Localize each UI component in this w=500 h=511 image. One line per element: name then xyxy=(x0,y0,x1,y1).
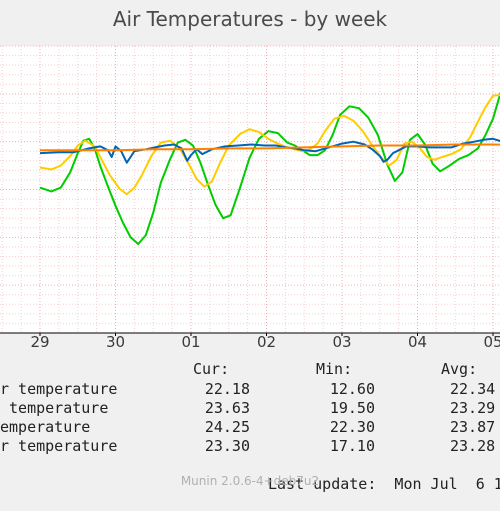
legend-row-avg: 23.28 xyxy=(450,437,496,455)
munin-version: Munin 2.0.6-4+deb7u2 xyxy=(180,474,320,488)
legend: Cur: Min: Avg: r temperature 22.18 12.60… xyxy=(0,360,500,500)
legend-row-label: r temperature xyxy=(0,437,118,455)
legend-row-label: temperature xyxy=(0,399,109,417)
legend-row: r temperature 22.18 12.60 22.34 xyxy=(0,380,500,400)
series-line xyxy=(39,137,500,164)
legend-header-avg: Avg: xyxy=(441,360,478,378)
x-tick-labels: 29 30 01 02 03 04 05 xyxy=(30,333,500,351)
legend-header-min: Min: xyxy=(316,360,353,378)
last-update: Last update: Mon Jul 6 1 xyxy=(0,457,500,511)
legend-row-label: emperature xyxy=(0,418,91,436)
legend-row-min: 22.30 xyxy=(329,418,375,436)
series-line xyxy=(40,143,500,152)
legend-header-cur: Cur: xyxy=(193,360,230,378)
x-tick-label: 29 xyxy=(30,333,49,351)
x-tick-label: 01 xyxy=(181,333,200,351)
x-tick-label: 30 xyxy=(106,333,125,351)
legend-row-min: 12.60 xyxy=(329,380,375,398)
legend-row-min: 19.50 xyxy=(329,399,375,417)
legend-row-label: r temperature xyxy=(0,380,118,398)
x-tick-label: 05 xyxy=(483,333,500,351)
legend-row-min: 17.10 xyxy=(329,437,375,455)
x-tick-label: 03 xyxy=(332,333,351,351)
legend-row-avg: 23.29 xyxy=(450,399,496,417)
legend-row-cur: 22.18 xyxy=(204,380,250,398)
grid xyxy=(0,45,500,334)
legend-row: r temperature 23.30 17.10 23.28 xyxy=(0,437,500,457)
x-tick-label: 04 xyxy=(408,333,427,351)
chart-title: Air Temperatures - by week xyxy=(112,7,388,31)
legend-row: emperature 24.25 22.30 23.87 xyxy=(0,418,500,438)
legend-row-cur: 23.30 xyxy=(204,437,250,455)
legend-row: temperature 23.63 19.50 23.29 xyxy=(0,399,500,419)
x-tick-label: 02 xyxy=(257,333,276,351)
last-update-text: Last update: Mon Jul 6 1 xyxy=(268,475,500,493)
legend-row-avg: 22.34 xyxy=(450,380,496,398)
series-lines xyxy=(39,91,500,245)
legend-row-avg: 23.87 xyxy=(450,418,496,436)
series-line xyxy=(39,93,500,196)
legend-row-cur: 24.25 xyxy=(204,418,250,436)
temperature-chart: 29 30 01 02 03 04 05 xyxy=(0,45,500,351)
legend-row-cur: 23.63 xyxy=(204,399,250,417)
